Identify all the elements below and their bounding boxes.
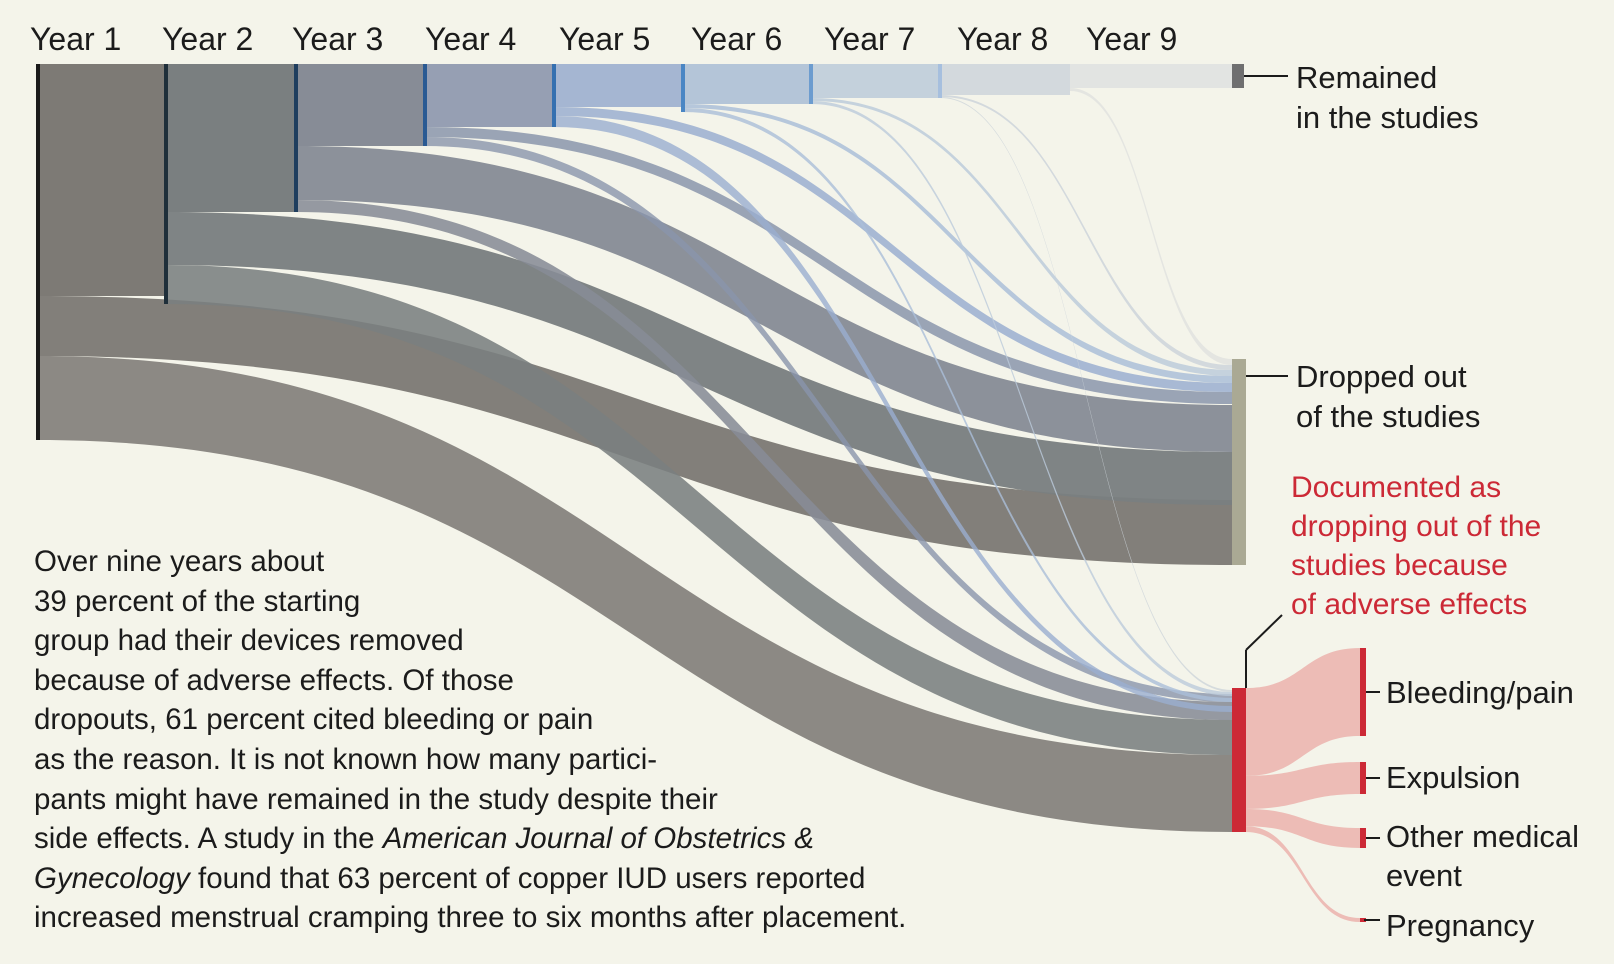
- adverse-effects-flow: [683, 108, 1232, 702]
- adverse-effects-flow: [38, 356, 1232, 832]
- remained-node: [1232, 64, 1244, 88]
- year-node: [423, 64, 427, 146]
- dropout-flow: [1070, 88, 1232, 365]
- svg-text:of the studies: of the studies: [1296, 399, 1480, 434]
- year-label-6: Year 6: [691, 21, 782, 57]
- year-label-8: Year 8: [957, 21, 1048, 57]
- year-node: [294, 64, 298, 212]
- pregnancy-label: Pregnancy: [1386, 908, 1535, 943]
- year-label-7: Year 7: [824, 21, 915, 57]
- retained-band: [425, 64, 554, 127]
- journal-name: Gynecology: [34, 861, 190, 895]
- dropout-flow: [425, 127, 1232, 404]
- adverse-effects-flow: [166, 265, 1232, 755]
- adverse-effects-flow: [554, 116, 1232, 712]
- caption-line: Over nine years about: [34, 545, 325, 578]
- year-node: [938, 64, 942, 98]
- retained-band: [554, 64, 683, 107]
- explanatory-caption: Over nine years about 39 percent of the …: [34, 542, 1034, 938]
- retained-band: [811, 64, 940, 98]
- adverse-leader-line: [1245, 614, 1283, 651]
- dropout-flow: [38, 296, 1232, 565]
- retained-band: [1070, 64, 1232, 88]
- reason-flow: [1246, 826, 1360, 922]
- dropout-flow: [811, 98, 1232, 376]
- adverse-effects-node: [1232, 688, 1246, 832]
- journal-name: American Journal of Obstetrics &: [382, 822, 814, 856]
- year-node: [681, 64, 685, 112]
- dropout-flow: [166, 212, 1232, 505]
- reason-flow: [1246, 762, 1360, 809]
- caption-line: dropouts, 61 percent cited bleeding or p…: [34, 703, 594, 737]
- bleeding-pain-label: Bleeding/pain: [1386, 675, 1574, 710]
- svg-text:dropping out of the: dropping out of the: [1291, 510, 1541, 543]
- year-node: [164, 64, 168, 304]
- reason-node: [1360, 648, 1366, 736]
- svg-text:in the studies: in the studies: [1296, 100, 1479, 135]
- year-node: [552, 64, 556, 127]
- other-medical-event-label: Other medical event: [1386, 819, 1579, 893]
- dropout-flow: [554, 107, 1232, 392]
- retained-band: [38, 64, 166, 296]
- remained-label: Remained in the studies: [1296, 60, 1479, 135]
- expulsion-label: Expulsion: [1386, 760, 1520, 795]
- caption-line: Gynecology found that 63 percent of copp…: [34, 861, 866, 895]
- reason-flow: [1246, 808, 1360, 848]
- year-labels: Year 1 Year 2 Year 3 Year 4 Year 5 Year …: [30, 21, 1177, 57]
- adverse-effects-flow: [811, 101, 1232, 696]
- svg-text:studies because: studies because: [1291, 549, 1508, 582]
- year-node: [36, 64, 40, 440]
- year-node: [809, 64, 813, 104]
- caption-line: increased menstrual cramping three to si…: [34, 901, 907, 935]
- year-label-1: Year 1: [30, 21, 121, 57]
- year-nodes: [36, 64, 1366, 922]
- dropped-out-label: Dropped out of the studies: [1296, 359, 1480, 434]
- caption-line: group had their devices removed: [34, 624, 464, 658]
- caption-line: as the reason. It is not known how many …: [34, 742, 658, 776]
- reason-node: [1360, 918, 1366, 922]
- svg-text:Other medical: Other medical: [1386, 819, 1579, 854]
- adverse-effects-flow: [296, 200, 1232, 720]
- reason-node: [1360, 762, 1366, 794]
- svg-text:Remained: Remained: [1296, 60, 1437, 95]
- adverse-effects-flow: [425, 137, 1232, 702]
- year-label-5: Year 5: [559, 21, 650, 57]
- dropout-flow: [683, 104, 1232, 383]
- caption-line: side effects. A study in the American Jo…: [34, 822, 814, 856]
- dropout-flow: [296, 146, 1232, 452]
- adverse-effects-flow: [940, 97, 1232, 692]
- svg-text:Documented as: Documented as: [1291, 471, 1501, 504]
- retained-band: [296, 64, 425, 146]
- retained-band: [940, 64, 1070, 95]
- reason-flow: [1246, 648, 1360, 776]
- retained-band: [166, 64, 296, 212]
- svg-text:Dropped out: Dropped out: [1296, 359, 1467, 394]
- reason-node: [1360, 828, 1366, 848]
- caption-line: 39 percent of the starting: [34, 584, 361, 618]
- svg-text:of adverse effects: of adverse effects: [1291, 588, 1527, 621]
- caption-line: pants might have remained in the study d…: [34, 782, 718, 816]
- retained-band: [683, 64, 811, 104]
- adverse-effects-label: Documented as dropping out of the studie…: [1291, 471, 1541, 621]
- dropout-flow: [940, 95, 1232, 370]
- dropout-flows: [38, 64, 1360, 922]
- leader-lines: [1244, 75, 1380, 921]
- year-label-2: Year 2: [162, 21, 253, 57]
- dropped-out-node: [1232, 359, 1246, 565]
- caption-line: because of adverse effects. Of those: [34, 663, 514, 697]
- year-label-3: Year 3: [292, 21, 383, 57]
- year-label-4: Year 4: [425, 21, 516, 57]
- svg-text:event: event: [1386, 858, 1462, 893]
- year-label-9: Year 9: [1086, 21, 1177, 57]
